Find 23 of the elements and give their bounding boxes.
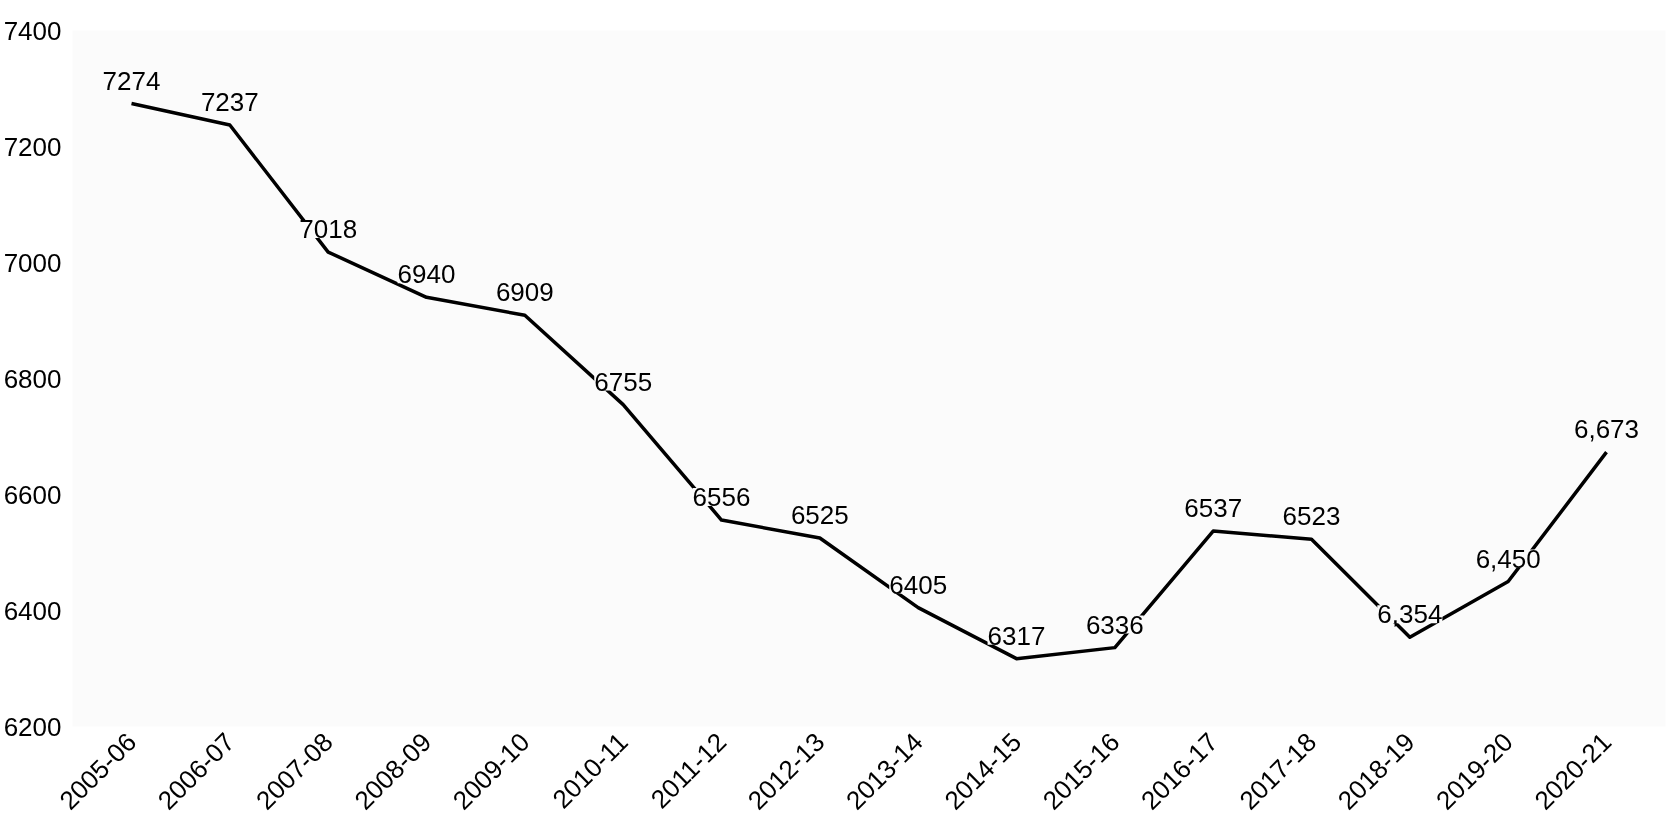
data-label: 7237	[200, 87, 259, 118]
data-label: 6909	[495, 277, 554, 308]
data-label: 6,354	[1377, 599, 1443, 630]
data-label: 6317	[987, 620, 1046, 651]
data-label: 6940	[397, 259, 456, 290]
data-label: 6,450	[1475, 543, 1541, 574]
y-tick-label: 6400	[3, 595, 62, 626]
data-label: 6755	[594, 366, 653, 397]
y-tick-label: 7200	[3, 131, 62, 162]
data-label: 6,673	[1573, 414, 1640, 445]
y-tick-label: 7000	[3, 247, 62, 278]
data-label: 6405	[889, 569, 948, 600]
data-label: 6537	[1184, 493, 1243, 524]
data-label: 6523	[1282, 501, 1341, 532]
data-label: 6336	[1085, 609, 1144, 640]
data-label: 6556	[692, 482, 751, 513]
y-tick-label: 6600	[3, 479, 62, 510]
data-label: 7018	[299, 214, 358, 245]
y-tick-label: 7400	[3, 15, 62, 46]
data-label: 6525	[790, 500, 849, 530]
y-tick-label: 6800	[3, 363, 62, 394]
y-tick-label: 6200	[3, 711, 62, 742]
data-label: 7274	[102, 65, 161, 96]
